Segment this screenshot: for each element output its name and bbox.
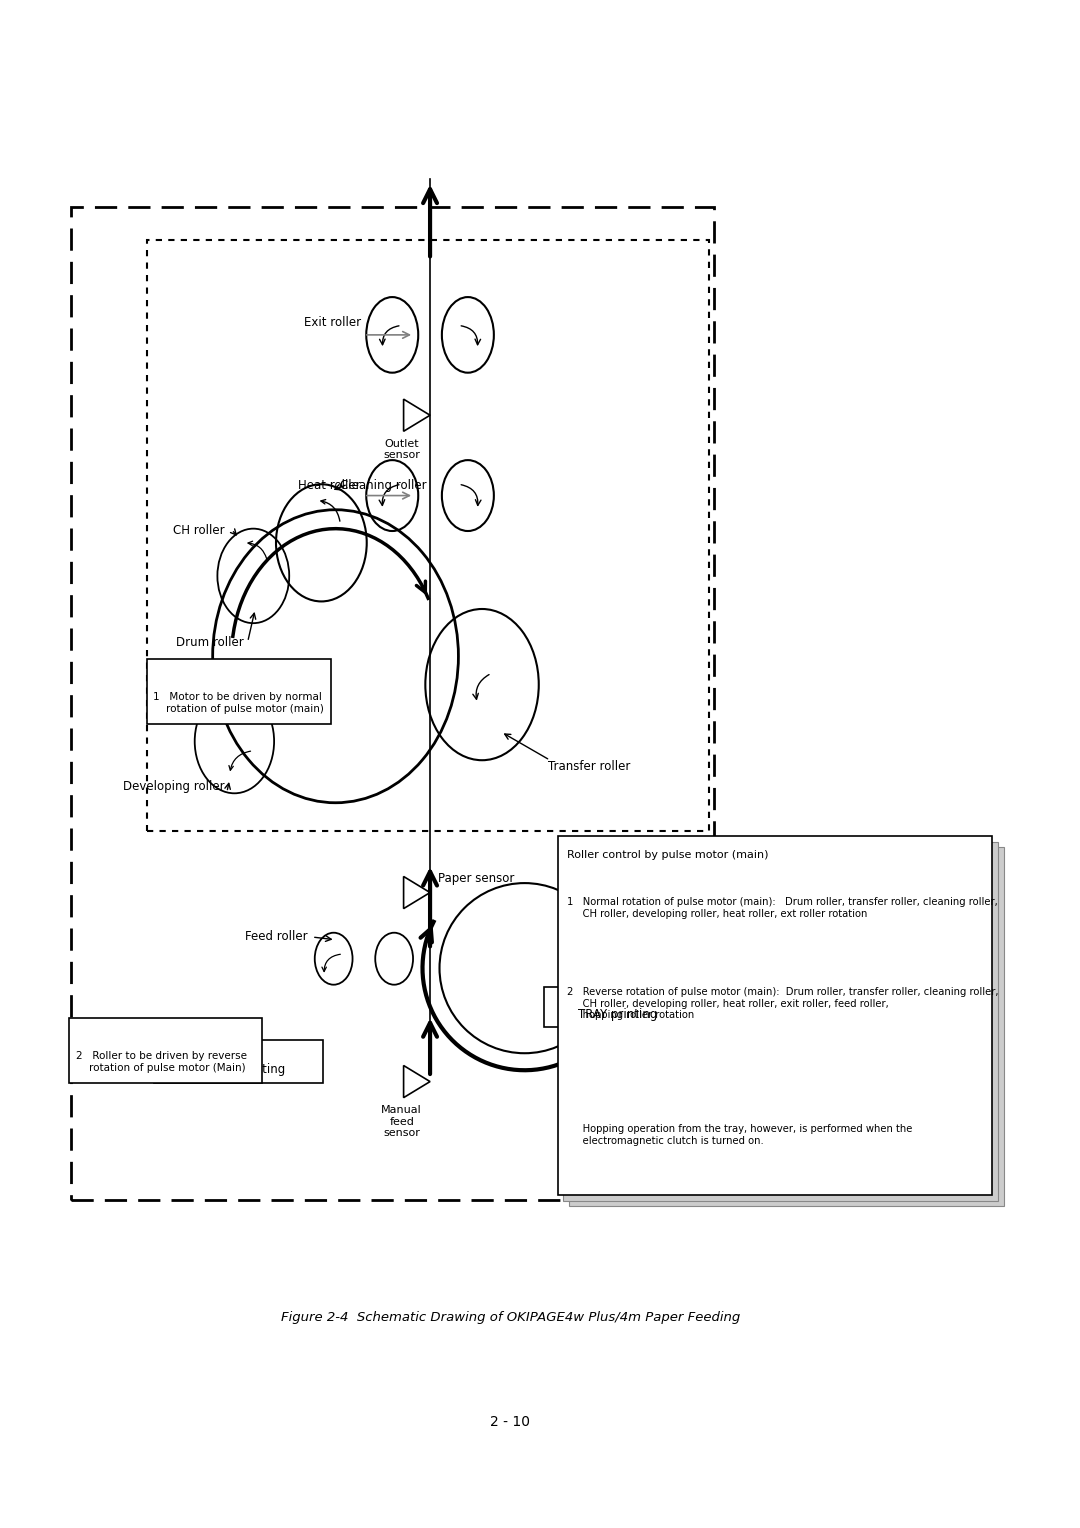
FancyBboxPatch shape: [148, 659, 330, 724]
Text: 2 - 10: 2 - 10: [490, 1415, 530, 1429]
Text: Outlet
sensor: Outlet sensor: [383, 439, 420, 460]
Text: Cleaning roller: Cleaning roller: [340, 478, 427, 492]
Text: Transfer roller: Transfer roller: [549, 761, 631, 773]
Text: Hopping roller: Hopping roller: [567, 869, 651, 882]
Text: Paper sensor: Paper sensor: [437, 872, 514, 885]
Text: Developing roller: Developing roller: [123, 781, 225, 793]
Bar: [147, 240, 708, 831]
Text: TRAY printing: TRAY printing: [578, 1008, 657, 1021]
Bar: [564, 842, 998, 1201]
Text: 2   Roller to be driven by reverse
    rotation of pulse motor (Main): 2 Roller to be driven by reverse rotatio…: [76, 1051, 246, 1073]
Text: Roller control by pulse motor (main): Roller control by pulse motor (main): [567, 850, 769, 860]
Text: Manual printing: Manual printing: [191, 1062, 285, 1076]
Text: Exit roller: Exit roller: [303, 316, 361, 329]
Text: CH roller: CH roller: [173, 524, 225, 536]
Bar: [569, 847, 1003, 1206]
Text: Heat roller: Heat roller: [298, 478, 361, 492]
Text: Feed roller: Feed roller: [244, 931, 307, 943]
Bar: [557, 836, 993, 1195]
Bar: [71, 208, 714, 1199]
Text: Hopping operation from the tray, however, is performed when the
     electromagn: Hopping operation from the tray, however…: [567, 1125, 913, 1146]
FancyBboxPatch shape: [544, 987, 690, 1027]
Text: 1   Motor to be driven by normal
    rotation of pulse motor (main): 1 Motor to be driven by normal rotation …: [153, 692, 324, 714]
Text: Figure 2-4  Schematic Drawing of OKIPAGE4w Plus/4m Paper Feeding: Figure 2-4 Schematic Drawing of OKIPAGE4…: [281, 1311, 740, 1325]
Text: 2   Reverse rotation of pulse motor (main):  Drum roller, transfer roller, clean: 2 Reverse rotation of pulse motor (main)…: [567, 987, 999, 1021]
Text: Manual
feed
sensor: Manual feed sensor: [381, 1105, 422, 1138]
FancyBboxPatch shape: [69, 1018, 261, 1083]
FancyBboxPatch shape: [154, 1041, 323, 1083]
Text: Drum roller: Drum roller: [176, 636, 244, 648]
Text: 1   Normal rotation of pulse motor (main):   Drum roller, transfer roller, clean: 1 Normal rotation of pulse motor (main):…: [567, 897, 998, 918]
